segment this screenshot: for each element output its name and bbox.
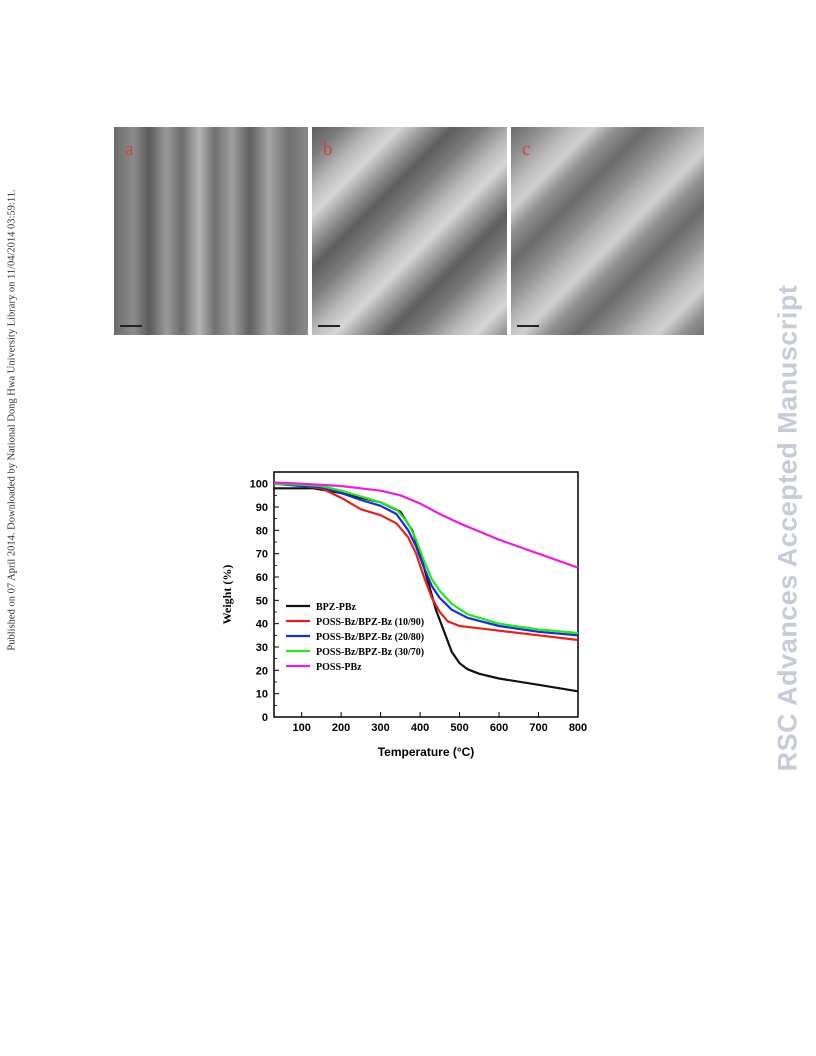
micrograph-a: a [114,127,308,335]
scale-bar [318,325,340,327]
x-tick-label: 400 [411,722,429,734]
y-axis-label: Weight (%) [220,565,234,625]
scale-bar [517,325,539,327]
series-line [273,482,579,637]
series-line [274,487,579,693]
y-tick-label: 100 [250,479,268,491]
series-line [273,482,579,642]
legend-label: BPZ-PBz [316,602,357,613]
legend-label: POSS-Bz/BPZ-Bz (20/80) [316,632,424,643]
plot-frame [273,471,579,718]
y-tick-label: 10 [256,689,268,701]
x-tick-label: 500 [450,722,468,734]
legend-label: POSS-Bz/BPZ-Bz (30/70) [316,647,424,658]
x-tick-label: 800 [569,722,587,734]
x-tick-label: 600 [490,722,508,734]
x-tick-label: 200 [332,722,350,734]
series-line [273,481,579,569]
micrograph-label-b: b [323,139,333,160]
x-tick-label: 700 [529,722,547,734]
y-tick-label: 40 [256,619,268,631]
series-line [273,482,579,635]
x-axis-label: Temperature (°C) [378,745,475,759]
y-tick-label: 60 [256,572,268,584]
micrograph-c: c [511,127,704,335]
y-tick-label: 50 [256,595,268,607]
y-tick-label: 0 [262,712,268,724]
y-tick-label: 80 [256,525,268,537]
publication-note-text: Published on 07 April 2014. Downloaded b… [6,189,18,651]
x-tick-label: 300 [371,722,389,734]
x-tick-label: 100 [292,722,310,734]
y-tick-label: 30 [256,642,268,654]
legend-label: POSS-PBz [316,662,362,673]
tga-chart: 100 200 300 400 500 600 700 800 0 10 20 30 40 50 60 70 8… [220,471,587,759]
y-tick-label: 70 [256,549,268,561]
scale-bar [120,325,142,327]
micrograph-b: b [312,127,507,335]
y-tick-label: 20 [256,665,268,677]
y-tick-label: 90 [256,502,268,514]
micrograph-label-a: a [125,139,134,160]
watermark-text: RSC Advances Accepted Manuscript [772,284,803,772]
micrograph-label-c: c [522,139,531,160]
legend-label: POSS-Bz/BPZ-Bz (10/90) [316,617,424,628]
